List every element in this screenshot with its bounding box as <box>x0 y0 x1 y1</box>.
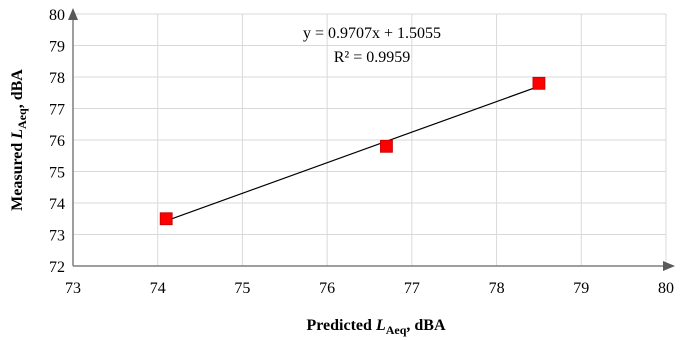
y-tick-label: 79 <box>49 39 65 56</box>
x-axis-title-unit: , dBA <box>406 317 446 334</box>
x-tick-label: 79 <box>573 280 589 297</box>
y-axis-title: Measured LAeq, dBA <box>9 69 29 211</box>
x-axis-title-main: Predicted <box>306 317 375 334</box>
x-axis-title-sub: Aeq <box>386 323 407 337</box>
y-axis-title-unit: , dBA <box>9 69 26 109</box>
r-squared-label: R² = 0.9959 <box>334 49 411 66</box>
axes <box>68 8 675 271</box>
x-tick-label: 74 <box>150 280 166 297</box>
y-tick-label: 73 <box>49 228 65 245</box>
y-tick-label: 74 <box>49 196 65 213</box>
x-axis-arrow <box>663 261 675 271</box>
x-tick-label: 76 <box>319 280 335 297</box>
x-tick-label: 77 <box>404 280 420 297</box>
trendline-line <box>165 85 540 222</box>
x-axis-title-italic: L <box>375 317 386 334</box>
x-axis-title: Predicted LAeq, dBA <box>306 317 445 337</box>
y-axis-title-sub: Aeq <box>15 108 29 129</box>
grid-lines <box>73 13 667 266</box>
y-tick-label: 77 <box>49 102 65 119</box>
data-points <box>159 76 546 226</box>
y-tick-label: 72 <box>49 259 65 276</box>
x-tick-label: 75 <box>234 280 250 297</box>
y-tick-label: 76 <box>49 133 65 150</box>
data-point <box>380 139 393 153</box>
x-tick-label: 73 <box>65 280 81 297</box>
y-tick-label: 75 <box>49 165 65 182</box>
y-axis-arrow <box>68 8 78 20</box>
y-axis-title-italic: L <box>9 129 26 140</box>
y-tick-label: 78 <box>49 70 65 87</box>
data-point <box>532 76 546 90</box>
data-point <box>159 212 173 226</box>
x-tick-label: 78 <box>489 280 505 297</box>
y-tick-label: 80 <box>49 7 65 24</box>
x-tick-label: 80 <box>658 280 674 297</box>
trendline <box>165 85 540 222</box>
trendline-equation: y = 0.9707x + 1.5055 <box>303 25 441 42</box>
y-axis-title-main: Measured <box>9 139 26 211</box>
